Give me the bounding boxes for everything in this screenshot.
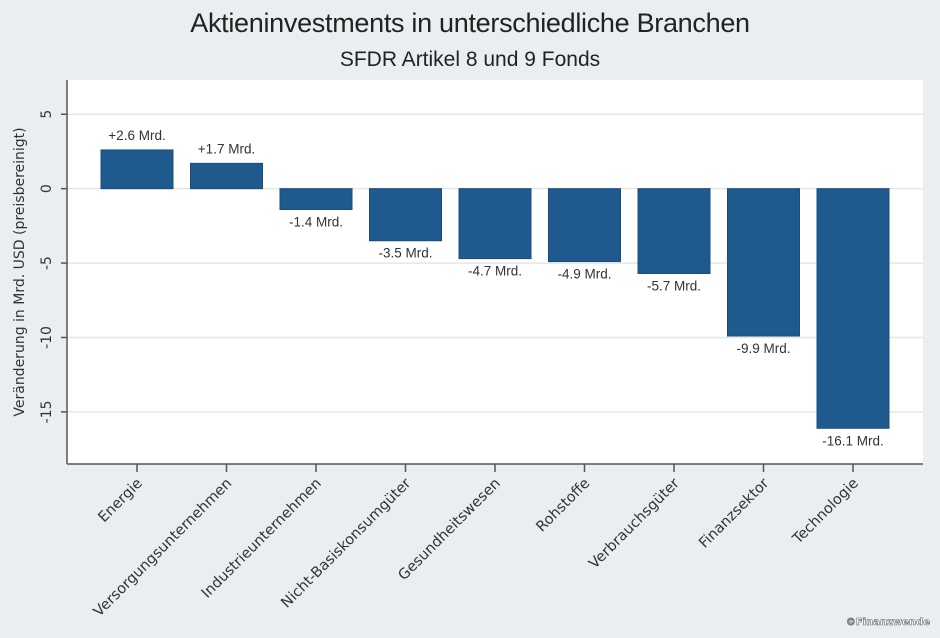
- x-tick-label: Finanzsektor: [696, 475, 772, 551]
- data-label: -4.9 Mrd.: [557, 267, 611, 282]
- data-label: -1.4 Mrd.: [289, 214, 343, 229]
- y-tick-label: 5: [39, 110, 55, 119]
- y-tick-label: 0: [39, 184, 55, 193]
- data-label: +1.7 Mrd.: [198, 141, 255, 156]
- bar: [190, 162, 263, 190]
- x-tick-label: Energie: [96, 475, 146, 525]
- x-tick-label: Technologie: [789, 475, 862, 548]
- data-label: -5.7 Mrd.: [647, 278, 701, 293]
- bars: [100, 149, 890, 429]
- data-label: -3.5 Mrd.: [378, 246, 432, 261]
- data-label: -16.1 Mrd.: [822, 433, 884, 448]
- watermark: ©Finanzwende: [845, 617, 931, 629]
- x-tick-label: Rohstoffe: [534, 475, 594, 535]
- bar: [458, 188, 532, 260]
- data-labels: +2.6 Mrd. +1.7 Mrd. -1.4 Mrd. -3.5 Mrd. -4.7…: [108, 128, 883, 448]
- bar: [100, 149, 174, 190]
- y-tick-label: -5: [39, 256, 55, 270]
- chart-title: Aktieninvestments in unterschiedliche Br…: [190, 8, 750, 38]
- bar: [727, 188, 800, 337]
- bar: [369, 188, 442, 242]
- bar: [548, 188, 621, 263]
- y-tick-label: -15: [39, 400, 55, 423]
- x-tick-label: Verbrauchsgüter: [586, 475, 683, 572]
- data-label: -9.9 Mrd.: [736, 341, 790, 356]
- bar: [816, 188, 890, 429]
- data-label: -4.7 Mrd.: [468, 264, 522, 279]
- x-tick-label: Gesundheitswesen: [396, 476, 504, 584]
- bar: [637, 188, 711, 274]
- bar: [279, 188, 353, 210]
- y-axis-label: Veränderung in Mrd. USD (preisbereinigt): [12, 127, 28, 416]
- data-label: +2.6 Mrd.: [108, 128, 165, 143]
- y-tick-label: -10: [39, 326, 55, 349]
- x-ticks: EnergieVersorgungsunternehmenIndustrieun…: [91, 464, 862, 620]
- y-ticks: 5 0 -5 -10 -15: [39, 110, 67, 423]
- chart-subtitle: SFDR Artikel 8 und 9 Fonds: [339, 48, 601, 71]
